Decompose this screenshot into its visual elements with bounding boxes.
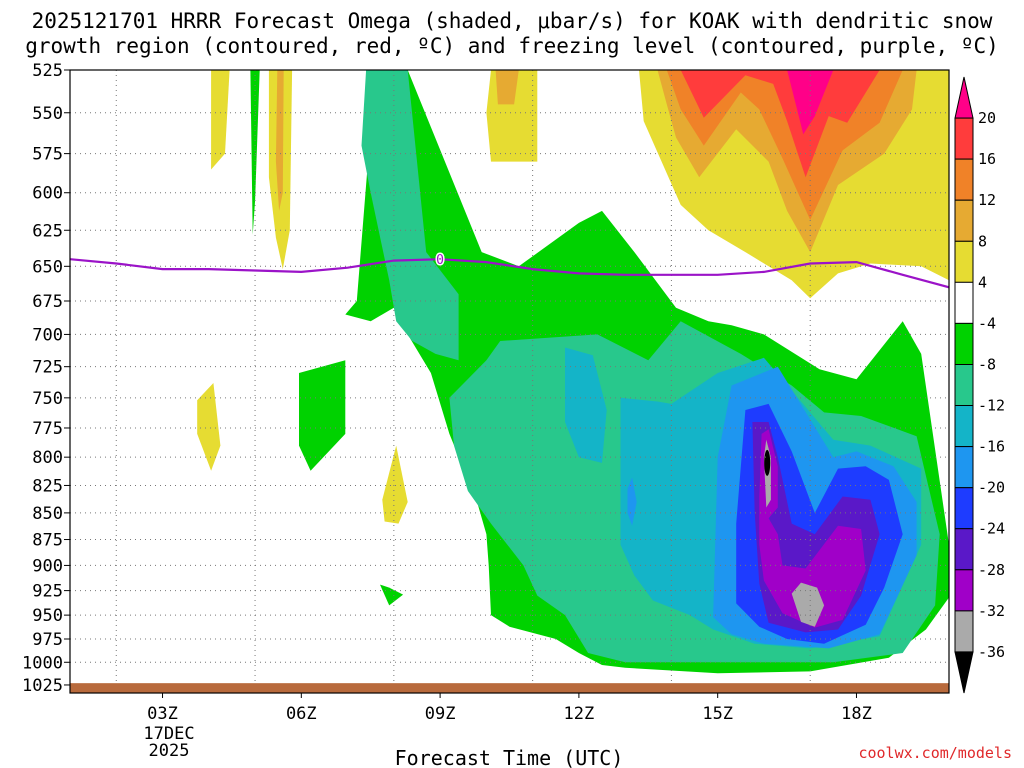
omega-region-1 [250, 70, 260, 235]
y-tick-label: 925 [32, 582, 63, 602]
omega-shading [197, 70, 949, 674]
colorbar-label: -28 [978, 561, 1005, 579]
colorbar-swatch [954, 322, 974, 365]
colorbar-top-arrow [954, 76, 974, 119]
colorbar-label: -4 [978, 314, 996, 332]
colorbar-swatch [954, 528, 974, 571]
x-tick-label: 15Z [702, 704, 733, 724]
colorbar-swatch [954, 240, 974, 283]
colorbar-swatch [954, 117, 974, 160]
date-label-day: 17DEC [143, 724, 194, 744]
omega-region-12 [382, 445, 408, 524]
colorbar-label: -12 [978, 397, 1005, 415]
source-credit[interactable]: coolwx.com/models [858, 744, 1012, 762]
omega-region-0 [211, 70, 230, 170]
y-tick-label: 1025 [22, 676, 63, 696]
ground-fill [70, 683, 949, 693]
y-tick-label: 675 [32, 292, 63, 312]
colorbar-label: -16 [978, 438, 1005, 456]
y-tick-label: 650 [32, 257, 63, 277]
colorbar-swatch [954, 405, 974, 448]
y-tick-label: 775 [32, 419, 63, 439]
omega-region-13 [299, 360, 346, 471]
omega-region-5 [495, 70, 519, 105]
colorbar-label: -8 [978, 356, 996, 374]
y-axis: 525 550 575 600 625 650 675 700 725 750 775 800 825 8… [22, 61, 70, 696]
plot-frame [69, 69, 950, 694]
omega-region-22 [627, 477, 637, 526]
omega-region-16 [361, 70, 459, 361]
omega-region-11 [197, 383, 221, 471]
chart-title-line-2: growth region (contoured, red, ºC) and f… [25, 34, 999, 58]
freezing-level-line [70, 258, 949, 289]
colorbar-legend: 20 16 12 8 4 -4 -8 -12 -16 -20 -24 -28 -32 -36 [954, 76, 1005, 694]
freezing-level-contour: 0 [70, 252, 949, 289]
y-tick-label: 850 [32, 504, 63, 524]
colorbar-label: 4 [978, 273, 987, 291]
y-tick-label: 725 [32, 358, 63, 378]
colorbar-bottom-arrow [954, 651, 974, 694]
freezing-level-label: 0 [436, 253, 444, 268]
y-tick-label: 750 [32, 389, 63, 409]
ground-surface [70, 683, 949, 693]
omega-region-10 [787, 70, 834, 135]
colorbar-label: 12 [978, 191, 996, 209]
colorbar-swatch [954, 199, 974, 242]
y-tick-label: 625 [32, 221, 63, 241]
omega-region-9 [680, 70, 880, 178]
colorbar-swatch [954, 487, 974, 530]
x-tick-label: 06Z [286, 704, 317, 724]
colorbar-swatch [954, 569, 974, 612]
colorbar-swatch [954, 158, 974, 201]
y-tick-label: 575 [32, 145, 63, 165]
x-tick-label: 09Z [425, 704, 456, 724]
colorbar-swatch [954, 364, 974, 407]
omega-extreme-core [764, 449, 771, 476]
y-tick-label: 975 [32, 630, 63, 650]
y-tick-label: 550 [32, 104, 63, 124]
colorbar-label: -24 [978, 520, 1005, 538]
omega-region-3 [275, 70, 284, 211]
colorbar-swatch [954, 610, 974, 653]
colorbar-label: -20 [978, 479, 1005, 497]
x-tick-label: 03Z [147, 704, 178, 724]
y-tick-label: 950 [32, 606, 63, 626]
y-tick-label: 825 [32, 476, 63, 496]
colorbar-swatch [954, 281, 974, 324]
y-tick-label: 600 [32, 184, 63, 204]
y-tick-label: 800 [32, 448, 63, 468]
y-tick-label: 1000 [22, 653, 63, 673]
colorbar-label: -36 [978, 643, 1005, 661]
y-tick-label: 875 [32, 531, 63, 551]
date-label-year: 2025 [149, 741, 190, 761]
x-tick-label: 18Z [841, 704, 872, 724]
x-axis-title: Forecast Time (UTC) [395, 746, 624, 768]
omega-region-25 [759, 429, 866, 628]
y-tick-label: 700 [32, 325, 63, 345]
omega-region-14 [380, 584, 404, 606]
colorbar-label: -32 [978, 602, 1005, 620]
chart-title-line-1: 2025121701 HRRR Forecast Omega (shaded, … [32, 9, 993, 33]
colorbar-label: 20 [978, 109, 996, 127]
colorbar-label: 16 [978, 150, 996, 168]
omega-region-27 [791, 582, 825, 627]
y-tick-label: 525 [32, 61, 63, 81]
omega-region-18 [565, 347, 607, 463]
x-axis: 03Z 06Z 09Z 12Z 15Z 18Z [147, 693, 872, 724]
x-tick-label: 12Z [564, 704, 595, 724]
colorbar-label: 8 [978, 232, 987, 250]
colorbar-swatch [954, 446, 974, 489]
y-tick-label: 900 [32, 556, 63, 576]
